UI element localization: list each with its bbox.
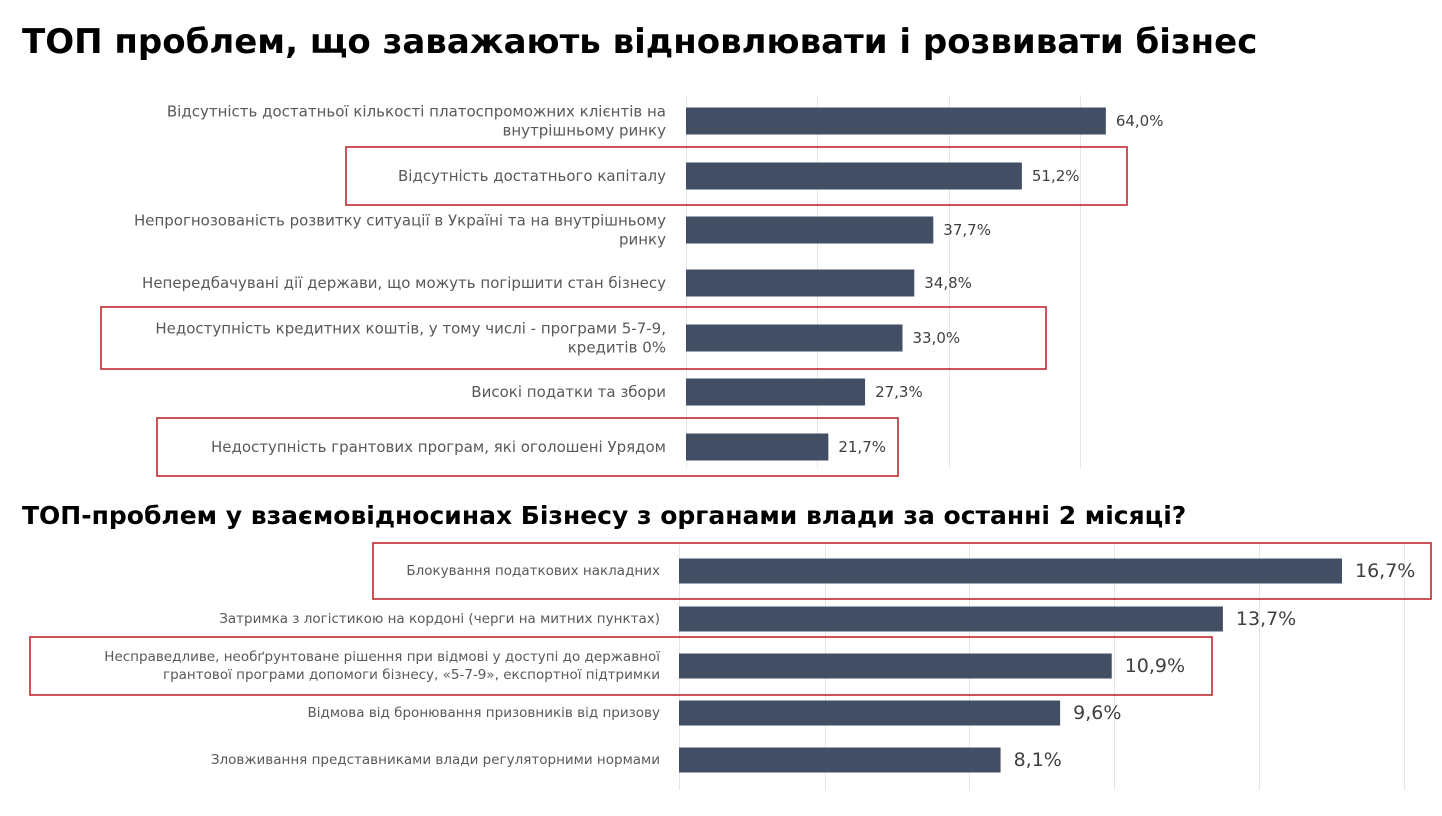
chart-1-title: ТОП проблем, що заважають відновлювати і… [22,22,1258,62]
category-label: Відсутність достатньої кількості платосп… [167,103,666,140]
category-label: Високі податки та збори [471,383,666,401]
chart-1: 64,0% Відсутність достатньої кількості пл… [100,95,1164,477]
bar [679,606,1223,632]
bar-value-label: 51,2% [1032,167,1080,185]
bar-value-label: 27,3% [875,383,923,401]
category-label: Непрогнозованість розвитку ситуації в Ук… [134,212,666,249]
bar [686,269,915,297]
category-label: Блокування податкових накладних [406,563,660,579]
highlight-box [156,417,899,477]
category-label: Відмова від бронювання призовників від п… [308,705,660,721]
bar-value-label: 16,7% [1355,560,1415,582]
highlight-box [29,636,1213,696]
category-label: Відсутність достатнього капіталу [398,167,666,185]
bar-value-label: 13,7% [1236,608,1296,630]
highlight-box [100,306,1047,370]
highlight-box [372,542,1432,600]
chart-2-title: ТОП-проблем у взаємовідносинах Бізнесу з… [22,501,1187,530]
bar-value-label: 34,8% [924,274,972,292]
highlight-box [345,146,1128,206]
bar [686,433,829,461]
category-label: Зловживання представниками влади регулят… [211,752,660,768]
category-label: Непередбачувані дії держави, що можуть п… [142,274,666,292]
bar [679,653,1112,679]
bar-value-label: 33,0% [912,329,960,347]
chart-2: 16,7% Блокування податкових накладних 13,7… [29,542,1432,790]
bar [686,107,1106,135]
category-label: Недоступність кредитних коштів, у тому ч… [155,320,666,357]
bar-value-label: 21,7% [838,438,886,456]
bar [686,324,903,352]
category-label: Недоступність грантових програм, які ого… [211,438,666,456]
bar [679,558,1342,584]
bar-value-label: 37,7% [943,221,991,239]
bar [686,378,866,406]
bar [679,747,1001,773]
bar-value-label: 9,6% [1073,702,1121,724]
bar [686,216,934,244]
category-label: Несправедливе, необґрунтоване рішення пр… [104,649,660,683]
bar-value-label: 64,0% [1116,112,1164,130]
category-label: Затримка з логістикою на кордоні (черги … [219,611,660,627]
bar [679,700,1061,726]
bar-value-label: 8,1% [1014,749,1062,771]
bar-value-label: 10,9% [1125,655,1185,677]
bar [686,162,1022,190]
